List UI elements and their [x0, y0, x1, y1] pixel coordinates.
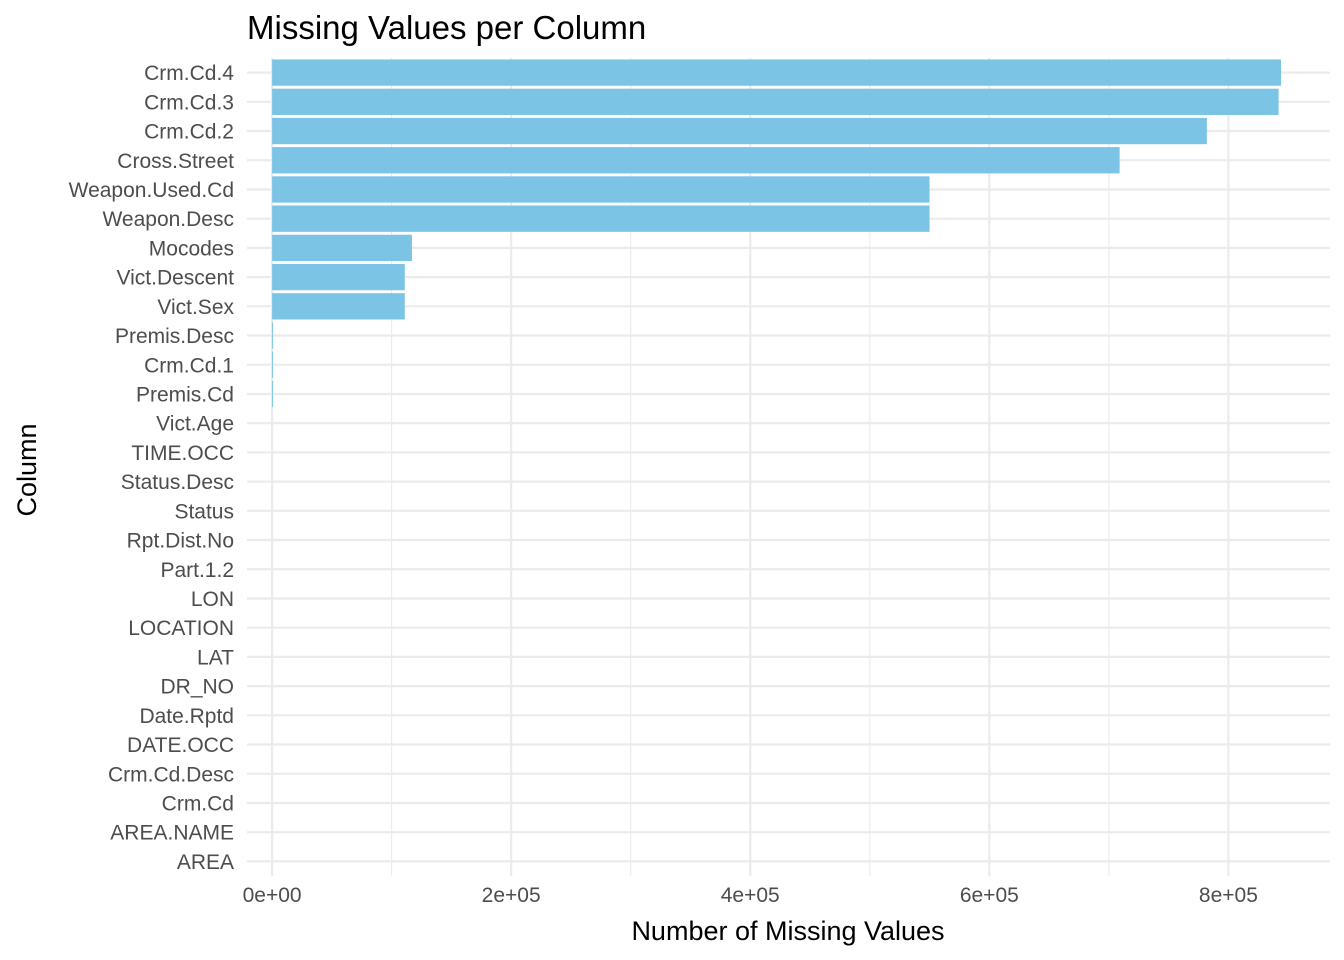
y-tick-label: AREA.NAME — [110, 822, 234, 845]
y-tick-label: Weapon.Used.Cd — [69, 179, 234, 202]
y-tick-label: Cross.Street — [117, 150, 234, 173]
y-tick-label: Rpt.Dist.No — [127, 530, 234, 553]
y-tick-label: Crm.Cd.4 — [144, 62, 234, 85]
bar-mocodes — [272, 234, 412, 262]
y-tick-label: LAT — [197, 646, 234, 669]
bar-crm-cd-2 — [272, 117, 1207, 145]
y-tick-label: Premis.Desc — [115, 325, 234, 348]
y-tick-label: Crm.Cd — [162, 792, 234, 815]
y-tick-label: Vict.Sex — [157, 296, 234, 319]
x-tick-label: 8e+05 — [1199, 884, 1258, 907]
y-tick-label: Crm.Cd.1 — [144, 354, 234, 377]
bars — [272, 59, 1281, 408]
bar-weapon-used-cd — [272, 176, 930, 203]
x-tick-label: 4e+05 — [721, 884, 780, 907]
x-tick-label: 0e+00 — [243, 884, 302, 907]
bar-vict-sex — [272, 293, 405, 320]
bar-crm-cd-3 — [272, 88, 1279, 115]
y-tick-label: Status.Desc — [121, 471, 234, 494]
y-tick-label: Status — [174, 500, 234, 523]
y-tick-label: Premis.Cd — [136, 383, 234, 406]
x-tick-label: 2e+05 — [482, 884, 541, 907]
y-tick-label: Date.Rptd — [139, 705, 234, 728]
chart-title: Missing Values per Column — [247, 9, 646, 46]
y-tick-label: LON — [191, 588, 234, 611]
y-tick-label: Mocodes — [149, 237, 234, 260]
x-axis-title: Number of Missing Values — [631, 916, 944, 946]
y-tick-label: AREA — [177, 851, 234, 874]
y-tick-label: LOCATION — [128, 617, 234, 640]
bar-premis-cd — [272, 380, 274, 408]
y-tick-label: Crm.Cd.2 — [144, 121, 234, 144]
bar-crm-cd-1 — [272, 351, 274, 378]
y-tick-label: DR_NO — [160, 676, 234, 699]
y-tick-label: Crm.Cd.Desc — [108, 763, 234, 786]
y-tick-label: Part.1.2 — [160, 559, 234, 582]
y-tick-label: Weapon.Desc — [102, 208, 234, 231]
x-tick-labels: 0e+00 2e+05 4e+05 6e+05 8e+05 — [243, 884, 1258, 907]
bar-cross-street — [272, 147, 1120, 174]
y-tick-label: Crm.Cd.3 — [144, 91, 234, 114]
y-tick-label: Vict.Age — [156, 413, 234, 436]
bar-crm-cd-4 — [272, 59, 1281, 86]
bar-premis-desc — [272, 322, 274, 349]
y-tick-label: TIME.OCC — [131, 442, 234, 465]
y-tick-labels: Crm.Cd.4 Crm.Cd.3 Crm.Cd.2 Cross.Street Weap… — [69, 62, 235, 874]
y-axis-title: Column — [12, 423, 42, 516]
x-tick-label: 6e+05 — [960, 884, 1019, 907]
y-tick-label: DATE.OCC — [127, 734, 234, 757]
bar-weapon-desc — [272, 205, 930, 232]
y-tick-label: Vict.Descent — [117, 267, 235, 290]
bar-vict-descent — [272, 263, 405, 291]
